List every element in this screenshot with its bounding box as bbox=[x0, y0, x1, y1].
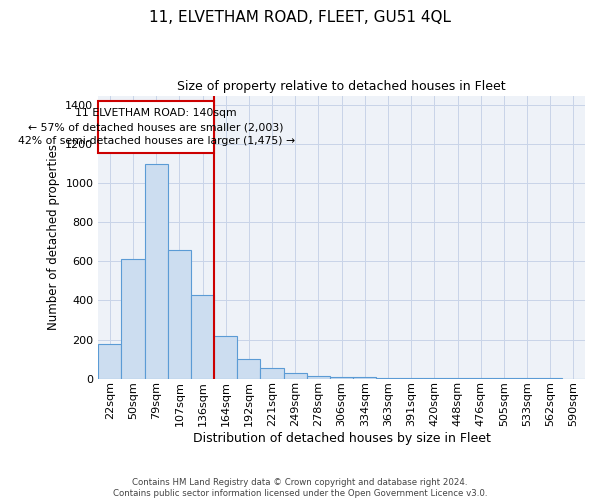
Bar bbox=[330, 376, 353, 378]
Bar bbox=[237, 359, 260, 378]
FancyBboxPatch shape bbox=[98, 102, 214, 153]
Title: Size of property relative to detached houses in Fleet: Size of property relative to detached ho… bbox=[177, 80, 506, 93]
Bar bbox=[214, 336, 237, 378]
Bar bbox=[121, 258, 145, 378]
X-axis label: Distribution of detached houses by size in Fleet: Distribution of detached houses by size … bbox=[193, 432, 491, 445]
Y-axis label: Number of detached properties: Number of detached properties bbox=[47, 144, 59, 330]
Bar bbox=[353, 377, 376, 378]
Bar bbox=[191, 294, 214, 378]
Bar bbox=[307, 376, 330, 378]
Bar bbox=[168, 250, 191, 378]
Bar bbox=[260, 368, 284, 378]
Text: 11, ELVETHAM ROAD, FLEET, GU51 4QL: 11, ELVETHAM ROAD, FLEET, GU51 4QL bbox=[149, 10, 451, 25]
Text: Contains HM Land Registry data © Crown copyright and database right 2024.
Contai: Contains HM Land Registry data © Crown c… bbox=[113, 478, 487, 498]
Text: 11 ELVETHAM ROAD: 140sqm
← 57% of detached houses are smaller (2,003)
42% of sem: 11 ELVETHAM ROAD: 140sqm ← 57% of detach… bbox=[17, 108, 295, 146]
Bar bbox=[98, 344, 121, 378]
Bar bbox=[284, 372, 307, 378]
Bar bbox=[145, 164, 168, 378]
